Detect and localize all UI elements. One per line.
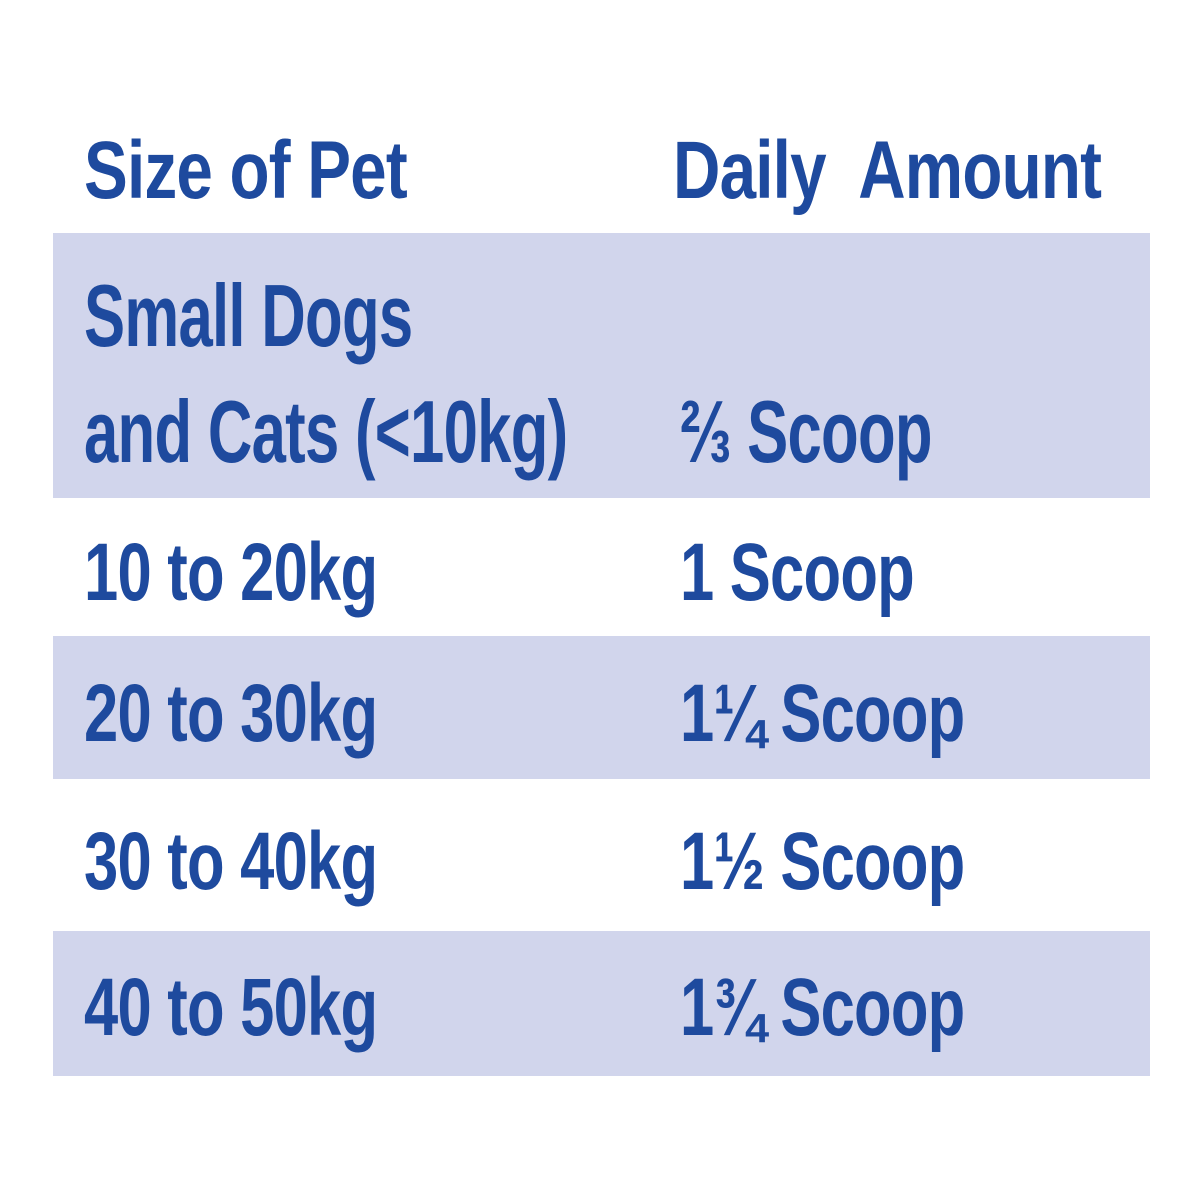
size-cell: 20 to 30kg [84, 667, 680, 761]
amount-text: 1½ Scoop [680, 816, 965, 907]
header-size-of-pet-label: Size of Pet [84, 125, 408, 216]
size-cell: 40 to 50kg [84, 961, 680, 1055]
table-row-10-20kg: 10 to 20kg 1 Scoop [53, 498, 1150, 636]
amount-cell: 1¼ Scoop [680, 667, 1059, 761]
table-row-40-50kg: 40 to 50kg 1¾ Scoop [53, 931, 1150, 1076]
header-daily-amount: Daily Amount [673, 130, 1200, 212]
header-daily-amount-label: Daily Amount [673, 125, 1102, 216]
size-text: 40 to 50kg [84, 961, 378, 1053]
amount-text: 1¾ Scoop [680, 961, 965, 1053]
amount-text: ⅔ Scoop [680, 382, 933, 481]
amount-cell: 1½ Scoop [680, 815, 1059, 909]
table-header-row: Size of Pet Daily Amount [53, 130, 1150, 212]
table-row-20-30kg: 20 to 30kg 1¼ Scoop [53, 636, 1150, 779]
amount-text: 1 Scoop [680, 527, 915, 618]
size-cell: 30 to 40kg [84, 815, 680, 909]
table-row-small-dogs-cats: Small Dogs and Cats (<10kg) ⅔ Scoop [53, 233, 1150, 498]
size-text-line1: Small Dogs [84, 266, 413, 365]
size-text: 30 to 40kg [84, 816, 378, 907]
amount-cell: ⅔ Scoop [680, 374, 1040, 490]
size-cell: 10 to 20kg [84, 526, 680, 620]
size-text: 20 to 30kg [84, 667, 378, 759]
table-row-30-40kg: 30 to 40kg 1½ Scoop [53, 779, 1150, 931]
feeding-guide-table: Small Dogs and Cats (<10kg) ⅔ Scoop 10 t… [53, 233, 1150, 1076]
size-text: 10 to 20kg [84, 527, 378, 618]
header-size-of-pet: Size of Pet [84, 130, 488, 212]
amount-cell: 1¾ Scoop [680, 961, 1059, 1055]
size-text-line2: and Cats (<10kg) [84, 382, 568, 481]
size-cell: Small Dogs and Cats (<10kg) [84, 258, 680, 490]
amount-text: 1¼ Scoop [680, 667, 965, 759]
amount-cell: 1 Scoop [680, 526, 992, 620]
